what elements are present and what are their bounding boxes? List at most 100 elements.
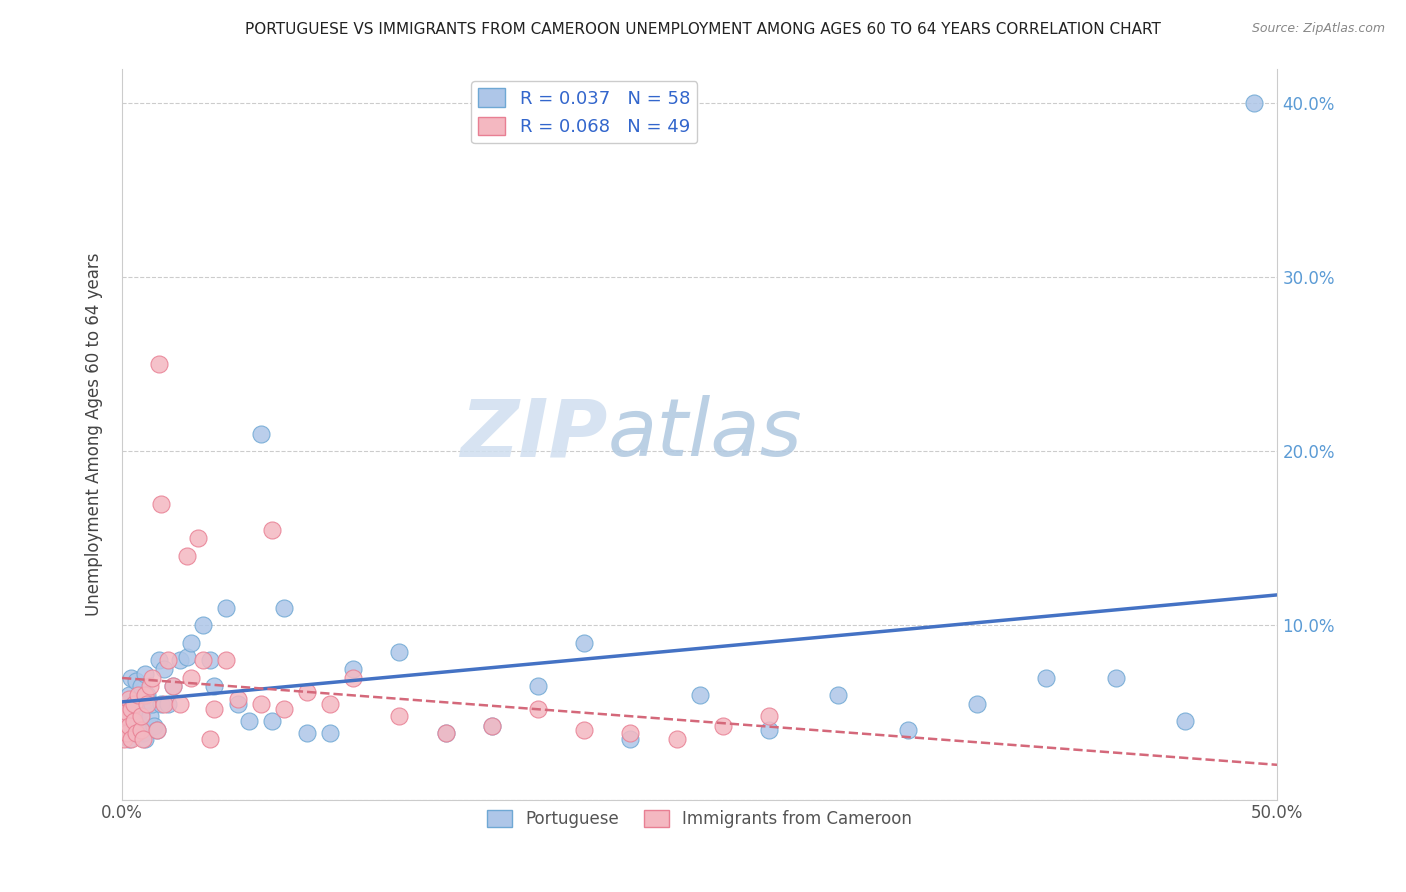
Y-axis label: Unemployment Among Ages 60 to 64 years: Unemployment Among Ages 60 to 64 years	[86, 252, 103, 615]
Point	[125, 674, 148, 689]
Point	[132, 702, 155, 716]
Point	[118, 688, 141, 702]
Point	[115, 726, 138, 740]
Point	[115, 719, 138, 733]
Point	[319, 726, 342, 740]
Point	[136, 688, 159, 702]
Point	[295, 726, 318, 740]
Point	[273, 702, 295, 716]
Point	[145, 723, 167, 737]
Point	[191, 653, 214, 667]
Point	[139, 709, 162, 723]
Point	[112, 697, 135, 711]
Point	[134, 731, 156, 746]
Point	[157, 697, 180, 711]
Point	[141, 671, 163, 685]
Point	[215, 601, 238, 615]
Point	[388, 644, 411, 658]
Point	[157, 653, 180, 667]
Point	[141, 697, 163, 711]
Point	[122, 697, 145, 711]
Point	[1174, 714, 1197, 729]
Point	[1243, 96, 1265, 111]
Point	[143, 719, 166, 733]
Point	[169, 697, 191, 711]
Point	[148, 653, 170, 667]
Point	[118, 719, 141, 733]
Point	[619, 731, 641, 746]
Text: Source: ZipAtlas.com: Source: ZipAtlas.com	[1251, 22, 1385, 36]
Point	[665, 731, 688, 746]
Point	[827, 688, 849, 702]
Point	[758, 723, 780, 737]
Point	[1104, 671, 1126, 685]
Point	[572, 636, 595, 650]
Point	[115, 706, 138, 720]
Point	[249, 427, 271, 442]
Point	[122, 697, 145, 711]
Point	[120, 671, 142, 685]
Point	[966, 697, 988, 711]
Point	[129, 709, 152, 723]
Point	[319, 697, 342, 711]
Point	[238, 714, 260, 729]
Point	[527, 702, 550, 716]
Point	[187, 532, 209, 546]
Point	[215, 653, 238, 667]
Point	[191, 618, 214, 632]
Point	[481, 719, 503, 733]
Point	[481, 719, 503, 733]
Legend: Portuguese, Immigrants from Cameroon: Portuguese, Immigrants from Cameroon	[481, 804, 920, 835]
Point	[388, 709, 411, 723]
Point	[145, 723, 167, 737]
Point	[127, 691, 149, 706]
Point	[162, 679, 184, 693]
Point	[226, 697, 249, 711]
Point	[120, 702, 142, 716]
Point	[198, 653, 221, 667]
Point	[758, 709, 780, 723]
Point	[129, 723, 152, 737]
Point	[152, 662, 174, 676]
Point	[134, 667, 156, 681]
Point	[162, 679, 184, 693]
Point	[295, 684, 318, 698]
Point	[176, 649, 198, 664]
Point	[169, 653, 191, 667]
Point	[226, 691, 249, 706]
Point	[204, 679, 226, 693]
Point	[129, 719, 152, 733]
Point	[132, 731, 155, 746]
Point	[139, 679, 162, 693]
Point	[112, 709, 135, 723]
Point	[262, 523, 284, 537]
Point	[897, 723, 920, 737]
Point	[180, 671, 202, 685]
Point	[112, 731, 135, 746]
Text: PORTUGUESE VS IMMIGRANTS FROM CAMEROON UNEMPLOYMENT AMONG AGES 60 TO 64 YEARS CO: PORTUGUESE VS IMMIGRANTS FROM CAMEROON U…	[245, 22, 1161, 37]
Point	[342, 671, 364, 685]
Point	[198, 731, 221, 746]
Point	[134, 688, 156, 702]
Point	[527, 679, 550, 693]
Text: atlas: atlas	[607, 395, 801, 473]
Text: ZIP: ZIP	[460, 395, 607, 473]
Point	[152, 697, 174, 711]
Point	[132, 726, 155, 740]
Point	[127, 714, 149, 729]
Point	[273, 601, 295, 615]
Point	[1035, 671, 1057, 685]
Point	[148, 358, 170, 372]
Point	[176, 549, 198, 563]
Point	[262, 714, 284, 729]
Point	[711, 719, 734, 733]
Point	[689, 688, 711, 702]
Point	[120, 709, 142, 723]
Point	[434, 726, 457, 740]
Point	[118, 691, 141, 706]
Point	[180, 636, 202, 650]
Point	[572, 723, 595, 737]
Point	[204, 702, 226, 716]
Point	[120, 731, 142, 746]
Point	[136, 697, 159, 711]
